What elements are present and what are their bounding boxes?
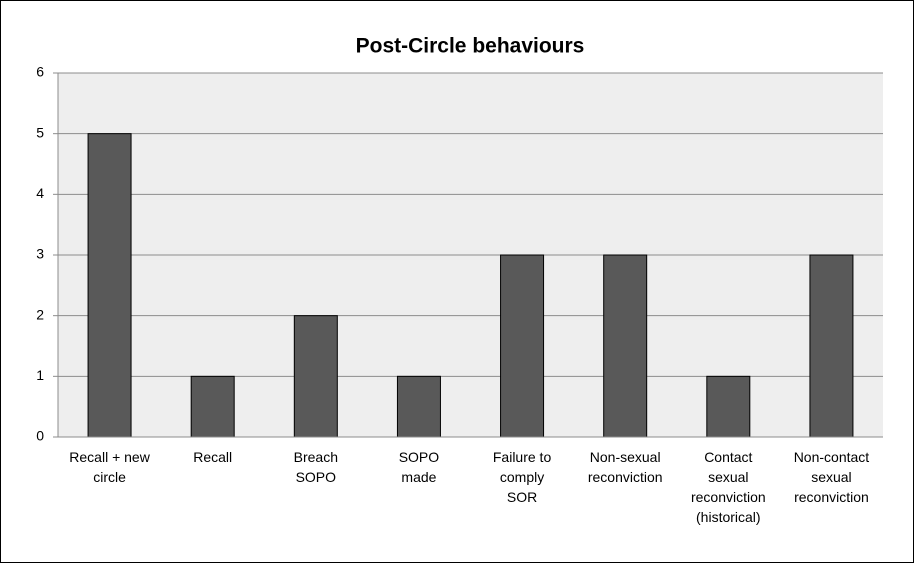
y-tick-label: 0: [36, 428, 44, 444]
y-tick-label: 3: [36, 246, 44, 262]
x-tick-label: Non-sexual reconviction: [588, 449, 663, 485]
x-tick-label: Failure to comply SOR: [493, 449, 552, 505]
bar: [293, 315, 338, 438]
y-tick-label: 5: [36, 124, 44, 140]
y-tick-label: 1: [36, 367, 44, 383]
x-tick-label: Recall + new circle: [69, 449, 150, 485]
y-tick-label: 6: [36, 64, 44, 80]
bar: [603, 254, 648, 438]
x-tick-label: SOPO made: [399, 449, 440, 485]
bar: [396, 375, 441, 438]
x-tick-label: Recall: [193, 449, 232, 465]
chart-title: Post-Circle behaviours: [356, 35, 585, 58]
y-tick-label: 2: [36, 306, 44, 322]
x-tick-label: Breach SOPO: [294, 449, 338, 485]
y-tick-label: 4: [36, 185, 44, 201]
x-tick-label: Non-contact sexual reconviction: [794, 449, 870, 505]
bar: [87, 133, 132, 438]
bar: [706, 375, 751, 438]
bar: [190, 375, 235, 438]
bar: [500, 254, 545, 438]
x-tick-label: Contact sexual reconviction (historical): [691, 449, 766, 525]
bar: [809, 254, 854, 438]
